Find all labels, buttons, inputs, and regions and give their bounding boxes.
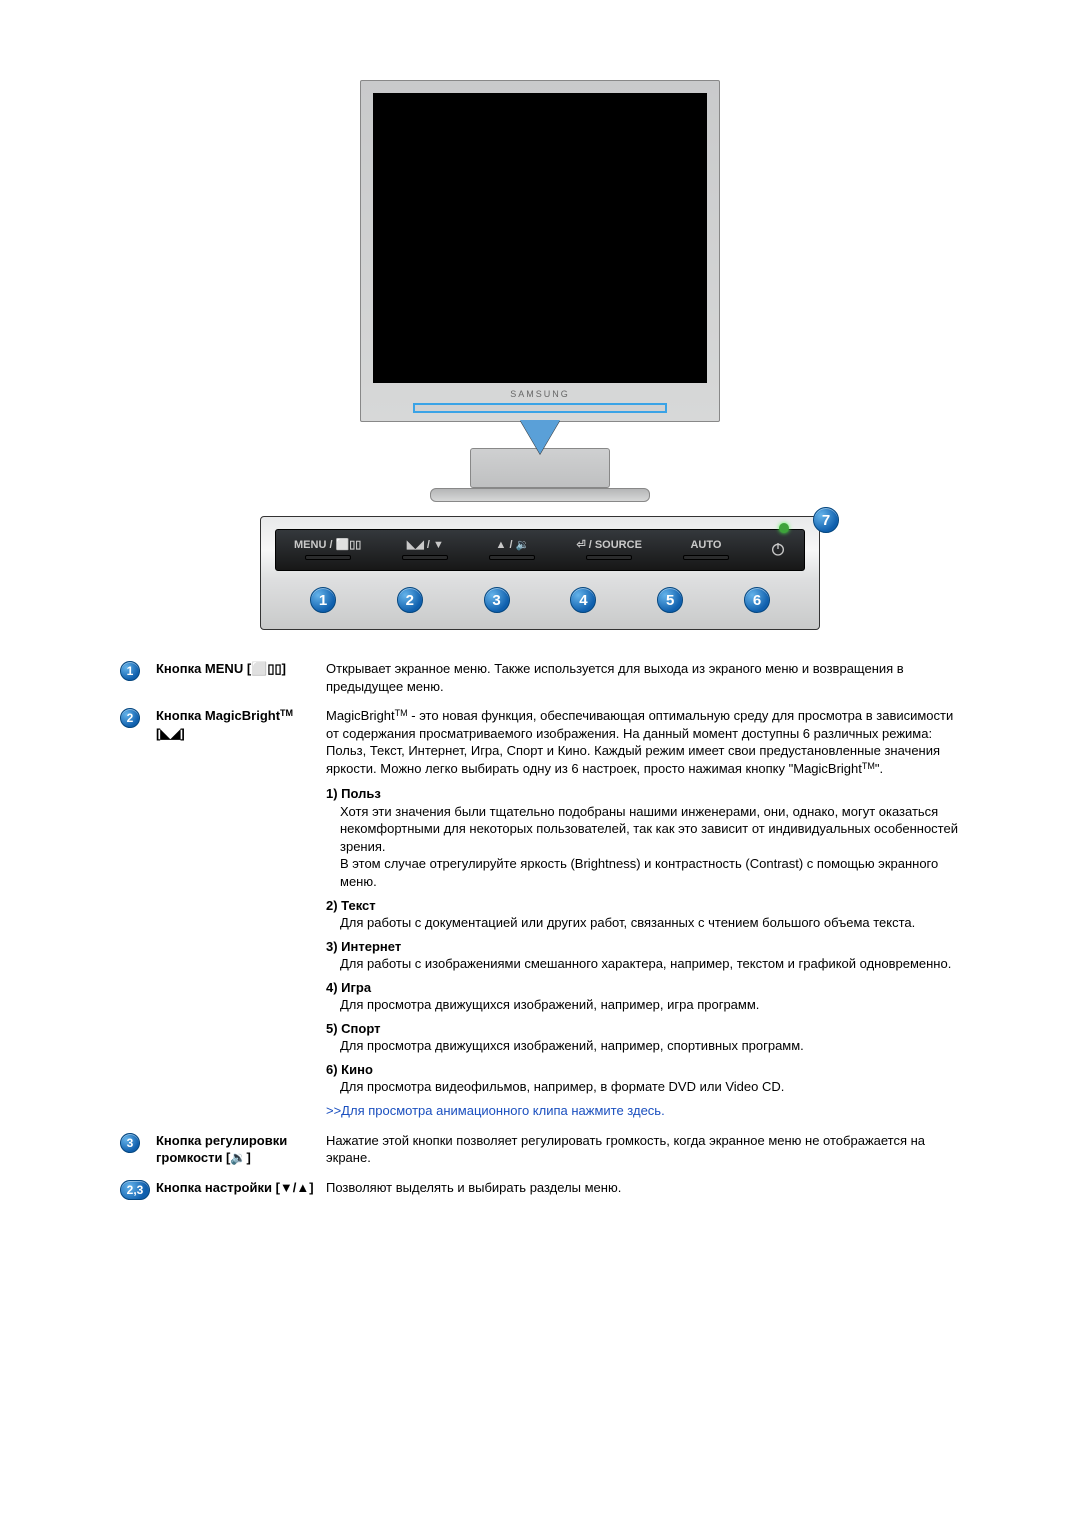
control-panel: 7 MENU / ⬜▯▯ ◣◢ / ▼ ▲ / 🔉 ⏎ / SOURCE AUT… bbox=[260, 516, 820, 630]
row-menu: 1 Кнопка MENU [⬜▯▯] Открывает экранное м… bbox=[120, 660, 960, 703]
row-adjust: 2,3 Кнопка настройки [▼/▲] Позволяют выд… bbox=[120, 1179, 960, 1205]
panel-button-icon bbox=[305, 555, 351, 560]
text: ". bbox=[875, 761, 883, 776]
number-bubble-5: 5 bbox=[657, 587, 683, 613]
mode-body: Для работы с документацией или других ра… bbox=[340, 914, 960, 932]
intro-text: MagicBrightTM - это новая функция, обесп… bbox=[326, 707, 960, 777]
mode-body: Для просмотра движущихся изображений, на… bbox=[340, 996, 960, 1014]
text: MagicBright bbox=[326, 708, 395, 723]
row-bubble: 1 bbox=[120, 660, 156, 681]
row-body: Нажатие этой кнопки позволяет регулирова… bbox=[326, 1132, 960, 1175]
row-bubble: 3 bbox=[120, 1132, 156, 1153]
label-part: Кнопка MagicBright bbox=[156, 708, 280, 723]
mode-title: 5) Спорт bbox=[326, 1020, 960, 1038]
panel-button-icon bbox=[489, 555, 535, 560]
row-label: Кнопка регулировки громкости [🔉] bbox=[156, 1132, 326, 1167]
mode-title: 2) Текст bbox=[326, 897, 960, 915]
panel-label: AUTO bbox=[690, 539, 721, 551]
monitor: SAMSUNG bbox=[360, 80, 720, 502]
panel-label: MENU / ⬜▯▯ bbox=[294, 538, 361, 551]
number-bubble-7: 7 bbox=[813, 507, 839, 533]
row-body: Позволяют выделять и выбирать разделы ме… bbox=[326, 1179, 960, 1205]
panel-label: ◣◢ / ▼ bbox=[407, 538, 444, 551]
animation-clip-link[interactable]: >>Для просмотра анимационного клипа нажм… bbox=[326, 1102, 960, 1120]
mode-body: Для просмотра видеофильмов, например, в … bbox=[340, 1078, 960, 1096]
row-body: Открывает экранное меню. Также используе… bbox=[326, 660, 960, 703]
power-led-icon bbox=[779, 523, 789, 533]
monitor-illustration: SAMSUNG 7 MENU / ⬜▯▯ ◣◢ / ▼ ▲ / 🔉 bbox=[260, 80, 820, 630]
number-bubble: 1 bbox=[120, 661, 140, 681]
monitor-base bbox=[430, 488, 650, 502]
panel-button-icon bbox=[586, 555, 632, 560]
row-label: Кнопка MENU [⬜▯▯] bbox=[156, 660, 326, 678]
number-bubble-3: 3 bbox=[484, 587, 510, 613]
label-part: [◣◢] bbox=[156, 726, 185, 741]
mode-title: 6) Кино bbox=[326, 1061, 960, 1079]
trademark: TM bbox=[280, 708, 293, 718]
description-table: 1 Кнопка MENU [⬜▯▯] Открывает экранное м… bbox=[120, 660, 960, 1204]
row-bubble: 2,3 bbox=[120, 1179, 156, 1200]
number-bubble: 2 bbox=[120, 708, 140, 728]
number-bubble-6: 6 bbox=[744, 587, 770, 613]
button-bar-highlight bbox=[413, 403, 667, 413]
row-magicbright: 2 Кнопка MagicBrightTM [◣◢] MagicBrightT… bbox=[120, 707, 960, 1127]
panel-btn-menu: MENU / ⬜▯▯ bbox=[294, 538, 361, 560]
text: - это новая функция, обеспечивающая опти… bbox=[326, 708, 953, 776]
mode-body: Для просмотра движущихся изображений, на… bbox=[340, 1037, 960, 1055]
number-bubble: 2,3 bbox=[120, 1180, 150, 1200]
row-label: Кнопка MagicBrightTM [◣◢] bbox=[156, 707, 326, 742]
number-bubble-2: 2 bbox=[397, 587, 423, 613]
mode-title: 4) Игра bbox=[326, 979, 960, 997]
row-label: Кнопка настройки [▼/▲] bbox=[156, 1179, 326, 1197]
control-panel-inner: MENU / ⬜▯▯ ◣◢ / ▼ ▲ / 🔉 ⏎ / SOURCE AUTO bbox=[275, 529, 805, 571]
mode-body: Хотя эти значения были тщательно подобра… bbox=[340, 803, 960, 891]
body-text: Нажатие этой кнопки позволяет регулирова… bbox=[326, 1132, 960, 1167]
panel-btn-source: ⏎ / SOURCE bbox=[576, 538, 641, 560]
number-bubble-1: 1 bbox=[310, 587, 336, 613]
number-bubble: 3 bbox=[120, 1133, 140, 1153]
panel-btn-down: ◣◢ / ▼ bbox=[402, 538, 448, 560]
modes-list: 1) ПользХотя эти значения были тщательно… bbox=[326, 785, 960, 1096]
panel-label: ▲ / 🔉 bbox=[496, 538, 530, 551]
monitor-bezel: SAMSUNG bbox=[360, 80, 720, 422]
panel-btn-up: ▲ / 🔉 bbox=[489, 538, 535, 560]
mode-title: 1) Польз bbox=[326, 785, 960, 803]
mode-body: Для работы с изображениями смешанного ха… bbox=[340, 955, 960, 973]
trademark: TM bbox=[395, 708, 408, 718]
row-body: MagicBrightTM - это новая функция, обесп… bbox=[326, 707, 960, 1127]
monitor-screen bbox=[373, 93, 707, 383]
row-bubble: 2 bbox=[120, 707, 156, 728]
panel-btn-power bbox=[770, 541, 786, 557]
mode-title: 3) Интернет bbox=[326, 938, 960, 956]
panel-button-icon bbox=[402, 555, 448, 560]
monitor-brand: SAMSUNG bbox=[373, 383, 707, 401]
panel-btn-auto: AUTO bbox=[683, 539, 729, 560]
arrow-down-icon bbox=[520, 420, 560, 454]
panel-label: ⏎ / SOURCE bbox=[576, 538, 641, 551]
monitor-stand bbox=[470, 448, 610, 488]
panel-button-icon bbox=[683, 555, 729, 560]
panel-numbers-row: 1 2 3 4 5 6 bbox=[300, 587, 780, 613]
trademark: TM bbox=[862, 761, 875, 771]
row-volume: 3 Кнопка регулировки громкости [🔉] Нажат… bbox=[120, 1132, 960, 1175]
body-text: Открывает экранное меню. Также используе… bbox=[326, 660, 960, 695]
power-icon bbox=[770, 541, 786, 557]
number-bubble-4: 4 bbox=[570, 587, 596, 613]
body-text: Позволяют выделять и выбирать разделы ме… bbox=[326, 1179, 960, 1197]
callout-7: 7 bbox=[813, 507, 839, 533]
